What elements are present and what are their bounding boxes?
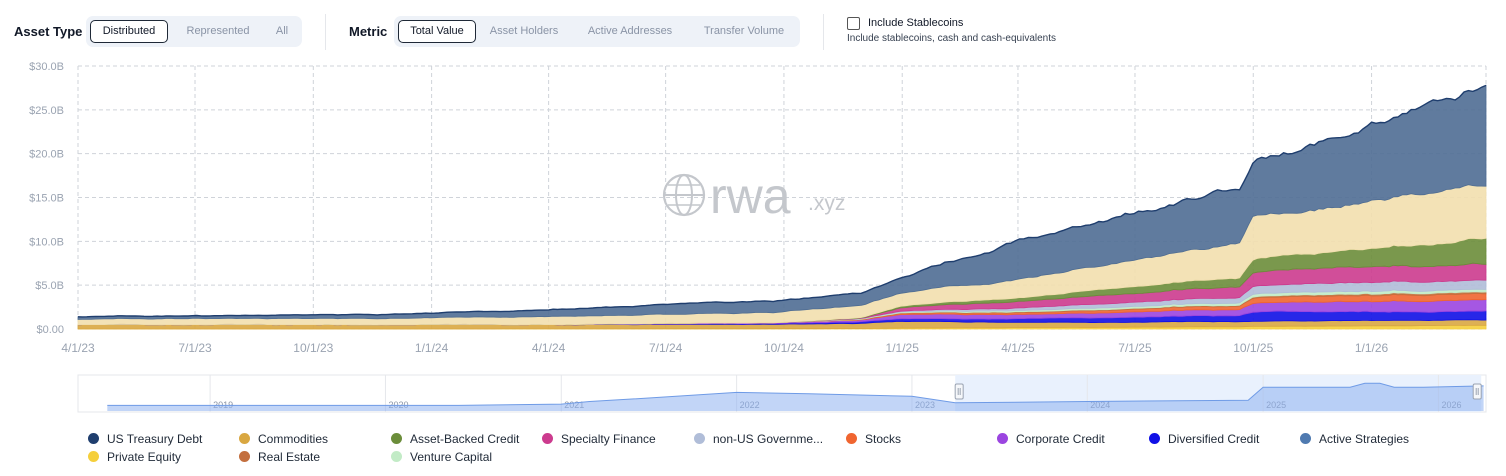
range-navigator[interactable]: 20192020202120222023202420252026 (77, 374, 1487, 413)
legend-label: Real Estate (258, 450, 321, 464)
metric-asset-holders-button[interactable]: Asset Holders (489, 25, 559, 37)
legend-dot-icon (1300, 433, 1311, 444)
legend-item-venture-capital[interactable]: Venture Capital (391, 450, 492, 468)
navigator-area (107, 383, 1484, 411)
legend-label: Venture Capital (410, 450, 493, 464)
x-tick-label: 7/1/24 (649, 341, 683, 355)
legend-dot-icon (542, 433, 553, 444)
legend-item-commodities[interactable]: Commodities (239, 432, 328, 450)
legend-item-us-treasury-debt[interactable]: US Treasury Debt (88, 432, 202, 450)
watermark-suffix: .xyz (808, 192, 845, 215)
x-tick-label: 1/1/24 (415, 341, 449, 355)
include-stablecoins-description: Include stablecoins, cash and cash-equiv… (847, 33, 1057, 44)
legend-label: Specialty Finance (561, 432, 656, 446)
legend-label: Commodities (258, 432, 329, 446)
y-tick-label: $15.0B (29, 193, 64, 205)
legend-item-active-strategies[interactable]: Active Strategies (1300, 432, 1409, 450)
x-tick-label: 10/1/23 (293, 341, 333, 355)
legend-dot-icon (239, 451, 250, 462)
y-tick-label: $0.00 (36, 324, 64, 336)
legend-dot-icon (391, 451, 402, 462)
globe-icon (662, 173, 706, 217)
metric-total-value-button[interactable]: Total Value (398, 20, 476, 43)
metric-selector: Total Value Asset Holders Active Address… (394, 16, 800, 47)
x-tick-label: 7/1/25 (1118, 341, 1152, 355)
asset-type-selector: Distributed Represented All (86, 16, 302, 47)
total-outline (77, 84, 1487, 318)
legend-label: Asset-Backed Credit (410, 432, 520, 446)
y-tick-label: $20.0B (29, 149, 64, 161)
legend-item-diversified-credit[interactable]: Diversified Credit (1149, 432, 1259, 450)
asset-type-all-button[interactable]: All (275, 25, 289, 37)
watermark-text: rwa (710, 168, 791, 224)
legend-dot-icon (88, 451, 99, 462)
x-tick-label: 10/1/24 (764, 341, 804, 355)
legend-dot-icon (88, 433, 99, 444)
legend-label: Active Strategies (1319, 432, 1410, 446)
legend-label: Diversified Credit (1168, 432, 1260, 446)
asset-type-label: Asset Type (14, 24, 83, 39)
legend-item-stocks[interactable]: Stocks (846, 432, 901, 450)
legend-label: Private Equity (107, 450, 182, 464)
legend-label: Stocks (865, 432, 902, 446)
x-tick-label: 10/1/25 (1233, 341, 1273, 355)
legend-item-specialty-finance[interactable]: Specialty Finance (542, 432, 656, 450)
x-tick-label: 4/1/25 (1001, 341, 1035, 355)
legend-dot-icon (997, 433, 1008, 444)
legend-label: non-US Governme... (713, 432, 824, 446)
legend-item-asset-backed-credit[interactable]: Asset-Backed Credit (391, 432, 519, 450)
include-stablecoins-checkbox[interactable] (847, 17, 860, 30)
legend-label: Corporate Credit (1016, 432, 1105, 446)
y-axis: $0.00 $5.0B $10.0B $15.0B $20.0B $25.0B $30.0B (29, 61, 64, 336)
metric-active-addresses-button[interactable]: Active Addresses (587, 25, 673, 37)
metric-transfer-volume-button[interactable]: Transfer Volume (703, 25, 785, 37)
y-tick-label: $30.0B (29, 61, 64, 73)
metric-label: Metric (349, 24, 388, 39)
legend-item-real-estate[interactable]: Real Estate (239, 450, 320, 468)
x-tick-label: 1/1/25 (886, 341, 920, 355)
legend-dot-icon (391, 433, 402, 444)
legend-dot-icon (846, 433, 857, 444)
navigator-right-handle[interactable] (1472, 383, 1482, 400)
chart-areas (77, 84, 1487, 330)
include-stablecoins-label[interactable]: Include Stablecoins (868, 17, 964, 29)
chart-legend: US Treasury Debt Commodities Asset-Backed … (0, 430, 1506, 470)
y-tick-label: $10.0B (29, 236, 64, 248)
asset-type-distributed-button[interactable]: Distributed (90, 20, 168, 43)
legend-item-non-us-governme[interactable]: non-US Governme... (694, 432, 823, 450)
controls-divider (823, 14, 824, 50)
navigator-line (107, 382, 1484, 406)
x-tick-label: 4/1/24 (532, 341, 566, 355)
legend-label: US Treasury Debt (107, 432, 203, 446)
watermark: rwa .xyz (662, 168, 845, 224)
chart-svg: rwa .xyz $0.00 $5.0B $10.0B $15.0B $20.0B $25… (29, 61, 1487, 413)
controls-divider (325, 14, 326, 50)
navigator-left-handle[interactable] (954, 383, 964, 400)
x-tick-label: 4/1/23 (61, 341, 95, 355)
legend-dot-icon (239, 433, 250, 444)
x-tick-label: 1/1/26 (1355, 341, 1389, 355)
y-tick-label: $5.0B (35, 280, 64, 292)
x-tick-label: 7/1/23 (178, 341, 212, 355)
legend-item-corporate-credit[interactable]: Corporate Credit (997, 432, 1105, 450)
legend-dot-icon (694, 433, 705, 444)
legend-item-private-equity[interactable]: Private Equity (88, 450, 181, 468)
controls-bar: Asset Type Distributed Represented All M… (0, 0, 1506, 60)
legend-dot-icon (1149, 433, 1160, 444)
asset-type-represented-button[interactable]: Represented (186, 25, 250, 37)
y-tick-label: $25.0B (29, 105, 64, 117)
x-axis: 4/1/23 7/1/23 10/1/23 1/1/24 4/1/24 7/1/24 10/… (61, 341, 1388, 355)
